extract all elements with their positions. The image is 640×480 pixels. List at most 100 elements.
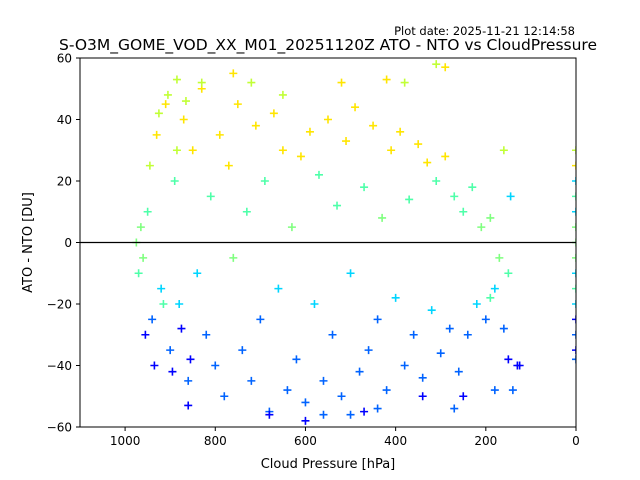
main_cloud-marker (432, 177, 441, 185)
outliers-marker (172, 75, 181, 84)
main_cloud-marker (481, 315, 490, 324)
main_cloud-marker (378, 213, 387, 222)
main_cloud-marker (168, 367, 177, 376)
main_cloud-marker (364, 346, 373, 355)
main_cloud-marker (215, 130, 224, 139)
main_cloud-marker (506, 192, 515, 201)
outliers-marker (197, 78, 206, 87)
main_cloud-marker (373, 315, 382, 324)
main_cloud-marker (172, 146, 181, 155)
main_cloud-marker (445, 324, 454, 333)
outliers-marker (504, 355, 513, 364)
main_cloud-marker (224, 161, 233, 170)
main_cloud-marker (152, 130, 161, 139)
main_cloud-marker (328, 330, 337, 339)
y-tick-label: −60 (47, 421, 72, 435)
outliers-marker (265, 410, 274, 419)
main_cloud-marker (337, 392, 346, 401)
main_cloud-marker (159, 300, 168, 308)
zero_pressure_column-marker (572, 315, 576, 324)
main_cloud-marker (179, 115, 188, 124)
y-tick-label: 20 (57, 175, 72, 189)
main_cloud-marker (287, 223, 296, 232)
x-axis-label: Cloud Pressure [hPa] (261, 457, 396, 472)
main_cloud-marker (193, 269, 202, 278)
main_cloud-marker (423, 158, 432, 167)
main_cloud-marker (242, 207, 251, 216)
main_cloud-marker (441, 152, 450, 161)
zero_pressure_column-marker (572, 161, 576, 170)
zero_pressure_column-marker (572, 346, 576, 355)
main_cloud-marker (296, 152, 305, 161)
x-tick-label: 1000 (110, 434, 141, 448)
main_cloud-marker (414, 140, 423, 149)
main_cloud-marker (141, 330, 150, 339)
main_cloud-marker (454, 367, 463, 376)
main_cloud-marker (495, 253, 504, 262)
main_cloud-marker (211, 361, 220, 370)
scatter-points (132, 60, 576, 425)
main_cloud-marker (310, 300, 319, 308)
main_cloud-marker (186, 355, 195, 364)
main_cloud-marker (278, 146, 287, 155)
outliers-marker (515, 361, 524, 370)
y-axis: 60 40 20 0 −20 −40 −60 (47, 52, 80, 435)
main_cloud-marker (360, 183, 369, 192)
main_cloud-marker (150, 361, 159, 370)
main_cloud-marker (499, 324, 508, 333)
main_cloud-marker (351, 103, 360, 112)
main_cloud-marker (382, 386, 391, 395)
x-axis: 1000 800 600 400 200 0 (110, 427, 580, 448)
main_cloud-marker (157, 284, 166, 293)
main_cloud-marker (477, 223, 486, 232)
outliers-marker (373, 404, 382, 413)
main_cloud-marker (355, 367, 364, 376)
zero_pressure_column-marker (572, 192, 576, 201)
main_cloud-marker (136, 223, 145, 232)
main_cloud-marker (486, 213, 495, 222)
zero_pressure_column-marker (572, 177, 576, 185)
zero_pressure_column-marker (572, 253, 576, 262)
outliers-marker (490, 386, 499, 395)
outliers-marker (441, 63, 450, 72)
outliers-marker (301, 416, 310, 425)
outliers-marker (382, 75, 391, 84)
outliers-marker (450, 404, 459, 413)
main_cloud-marker (256, 315, 265, 324)
main_cloud-marker (143, 207, 152, 216)
main_cloud-marker (202, 330, 211, 339)
main_cloud-marker (220, 392, 229, 401)
main_cloud-marker (260, 177, 269, 185)
plot-date: Plot date: 2025-11-21 12:14:58 (394, 24, 575, 38)
zero_pressure_column-marker (572, 300, 576, 308)
x-tick-label: 600 (294, 434, 317, 448)
main_cloud-marker (346, 269, 355, 278)
main_cloud-marker (269, 109, 278, 118)
main_cloud-marker (391, 293, 400, 302)
main_cloud-marker (292, 355, 301, 364)
outliers-marker (486, 293, 495, 302)
outliers-marker (508, 386, 517, 395)
outliers-marker (400, 78, 409, 87)
main_cloud-marker (247, 376, 256, 385)
main_cloud-marker (175, 300, 184, 308)
zero_pressure_column-marker (572, 207, 576, 216)
zero_pressure_column-marker (572, 223, 576, 232)
main_cloud-marker (238, 346, 247, 355)
main_cloud-marker (154, 109, 163, 118)
main_cloud-marker (229, 253, 238, 262)
main_cloud-marker (387, 146, 396, 155)
main_cloud-marker (324, 115, 332, 124)
main_cloud-marker (184, 376, 193, 385)
main_cloud-marker (504, 269, 513, 278)
main_cloud-marker (274, 284, 283, 293)
main_cloud-marker (396, 127, 405, 136)
main_cloud-marker (206, 192, 215, 201)
y-tick-label: 60 (57, 52, 72, 66)
zero_pressure_column-marker (572, 269, 576, 278)
outliers-marker (184, 401, 193, 410)
y-tick-label: −40 (47, 359, 72, 373)
main_cloud-marker (170, 177, 179, 185)
outliers-marker (319, 410, 328, 419)
